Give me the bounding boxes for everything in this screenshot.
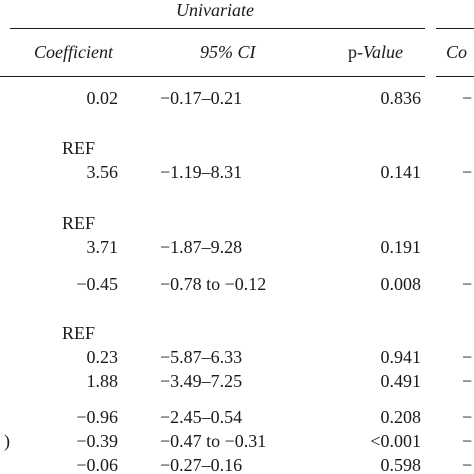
ci-cell: −0.17–0.21: [160, 88, 243, 108]
ci-cell: −1.19–8.31: [160, 162, 243, 182]
rule: [0, 76, 425, 77]
reference-cell: REF: [62, 323, 96, 343]
ci-cell: −0.78 to −0.12: [160, 274, 267, 294]
coefficient-cell: 0.23: [86, 347, 119, 367]
p-value-cell: 0.208: [380, 407, 422, 427]
cropped-cell: −: [462, 431, 473, 451]
cropped-cell: −: [462, 455, 473, 474]
cropped-cell: −: [462, 407, 473, 427]
reference-cell: REF: [62, 213, 96, 233]
row-label: ): [4, 431, 10, 451]
coefficient-cell: 1.88: [86, 371, 119, 391]
group-header: Univariate: [176, 0, 254, 20]
cropped-cell: −: [462, 88, 473, 108]
p-value-cell: 0.191: [380, 237, 422, 257]
coefficient-cell: 0.02: [86, 88, 119, 108]
rule: [436, 76, 474, 77]
ci-cell: −2.45–0.54: [160, 407, 243, 427]
coefficient-cell: −0.96: [76, 407, 118, 427]
ci-cell: −3.49–7.25: [160, 371, 243, 391]
cropped-cell: −: [462, 347, 473, 367]
rule: [10, 28, 425, 29]
ci-cell: −0.27–0.16: [160, 455, 243, 474]
ci-cell: −5.87–6.33: [160, 347, 243, 367]
cropped-cell: −: [462, 371, 473, 391]
coefficient-cell: 3.56: [86, 162, 119, 182]
reference-cell: REF: [62, 138, 96, 158]
p-value-cell: 0.141: [380, 162, 422, 182]
column-header-part: p-: [348, 42, 363, 62]
ci-cell: −0.47 to −0.31: [160, 431, 267, 451]
column-header: p-Value: [348, 42, 403, 62]
ci-cell: −1.87–9.28: [160, 237, 243, 257]
p-value-cell: 0.836: [380, 88, 422, 108]
coefficient-cell: −0.06: [76, 455, 118, 474]
p-value-cell: 0.008: [380, 274, 422, 294]
coefficient-cell: 3.71: [86, 237, 119, 257]
rule: [436, 28, 474, 29]
coefficient-cell: −0.39: [76, 431, 118, 451]
p-value-cell: 0.491: [380, 371, 422, 391]
column-header-part: Value: [363, 42, 403, 62]
p-value-cell: 0.598: [380, 455, 422, 474]
coefficient-cell: −0.45: [76, 274, 118, 294]
column-header: 95% CI: [200, 42, 256, 62]
p-value-cell: <0.001: [370, 431, 421, 451]
column-header: Co: [446, 42, 468, 62]
column-header: Coefficient: [34, 42, 113, 62]
cropped-cell: −: [462, 274, 473, 294]
cropped-cell: −: [462, 162, 473, 182]
p-value-cell: 0.941: [380, 347, 422, 367]
